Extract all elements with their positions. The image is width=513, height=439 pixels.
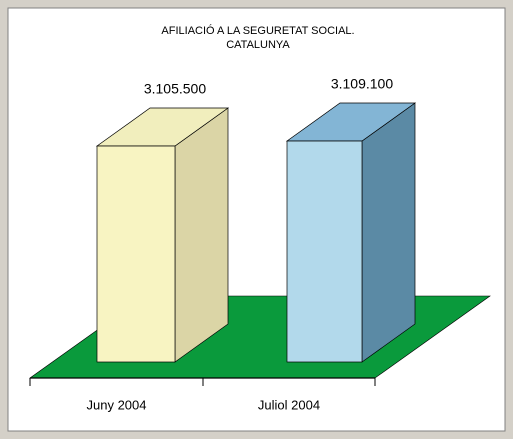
bar xyxy=(96,145,176,363)
x-tick-label: Juny 2004 xyxy=(87,397,147,412)
bar-side xyxy=(174,107,229,363)
x-tick-label: Juliol 2004 xyxy=(258,397,320,412)
chart-title: AFILIACIÓ A LA SEGURETAT SOCIAL. xyxy=(161,24,354,37)
data-label: 3.109.100 xyxy=(331,76,393,92)
data-label: 3.105.500 xyxy=(144,81,206,97)
bar xyxy=(286,140,363,363)
bar-side xyxy=(361,102,416,363)
chart-title: CATALUNYA xyxy=(226,39,290,51)
